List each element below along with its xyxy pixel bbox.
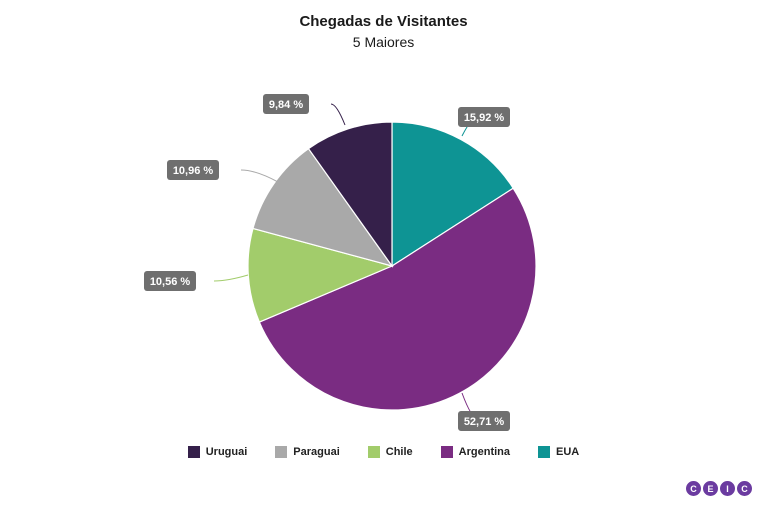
legend-label: Chile bbox=[385, 446, 413, 458]
data-label-chile: 10,56 % bbox=[144, 271, 196, 291]
legend-item-uruguai: Uruguai bbox=[187, 446, 248, 458]
data-label-text: 15,92 % bbox=[464, 112, 505, 124]
pie-slice-argentina bbox=[258, 187, 537, 411]
legend-item-eua: EUA bbox=[538, 446, 579, 458]
legend-item-chile: Chile bbox=[367, 446, 413, 458]
data-label-text: 10,56 % bbox=[150, 276, 191, 288]
data-label-uruguai: 9,84 % bbox=[263, 94, 309, 114]
legend-swatch bbox=[275, 446, 288, 458]
legend-swatch bbox=[367, 446, 380, 458]
logo-letter: C bbox=[737, 481, 752, 496]
legend-swatch bbox=[440, 446, 453, 458]
pie-slice-eua bbox=[391, 121, 515, 268]
legend-swatch bbox=[538, 446, 551, 458]
pie-slice-uruguai bbox=[307, 121, 393, 268]
legend-label: EUA bbox=[556, 446, 580, 458]
leader-line-chile bbox=[213, 274, 249, 282]
leader-line-paraguai bbox=[240, 169, 279, 183]
legend-label: Paraguai bbox=[293, 446, 340, 458]
legend-label: Argentina bbox=[458, 446, 511, 458]
legend-swatch bbox=[187, 446, 200, 458]
legend-item-argentina: Argentina bbox=[440, 446, 511, 458]
data-label-text: 10,96 % bbox=[173, 165, 214, 177]
chart-title: Chegadas de Visitantes bbox=[299, 13, 468, 30]
leader-line-uruguai bbox=[330, 103, 346, 126]
pie-slice-paraguai bbox=[252, 147, 394, 268]
data-label-eua: 15,92 % bbox=[458, 107, 510, 127]
data-label-paraguai: 10,96 % bbox=[167, 160, 219, 180]
logo-letter: C bbox=[686, 481, 701, 496]
chart-subtitle: 5 Maiores bbox=[352, 34, 415, 50]
legend-item-paraguai: Paraguai bbox=[275, 446, 340, 458]
data-label-text: 9,84 % bbox=[269, 99, 303, 111]
data-label-text: 52,71 % bbox=[464, 416, 505, 428]
logo-letter: E bbox=[703, 481, 718, 496]
logo-letter: I bbox=[720, 481, 735, 496]
data-label-argentina: 52,71 % bbox=[458, 411, 510, 431]
chart-legend: Uruguai Paraguai Chile Argentina EUA bbox=[0, 446, 767, 458]
pie-slice-chile bbox=[247, 227, 394, 323]
legend-label: Uruguai bbox=[205, 446, 248, 458]
